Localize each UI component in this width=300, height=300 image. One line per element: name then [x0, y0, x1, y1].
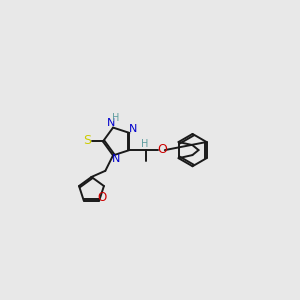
Text: H: H	[141, 139, 148, 149]
Text: S: S	[83, 134, 92, 147]
Text: H: H	[112, 113, 119, 123]
Text: O: O	[158, 143, 167, 156]
Text: N: N	[129, 124, 137, 134]
Text: N: N	[106, 118, 115, 128]
Text: N: N	[112, 154, 120, 164]
Text: O: O	[97, 191, 106, 204]
